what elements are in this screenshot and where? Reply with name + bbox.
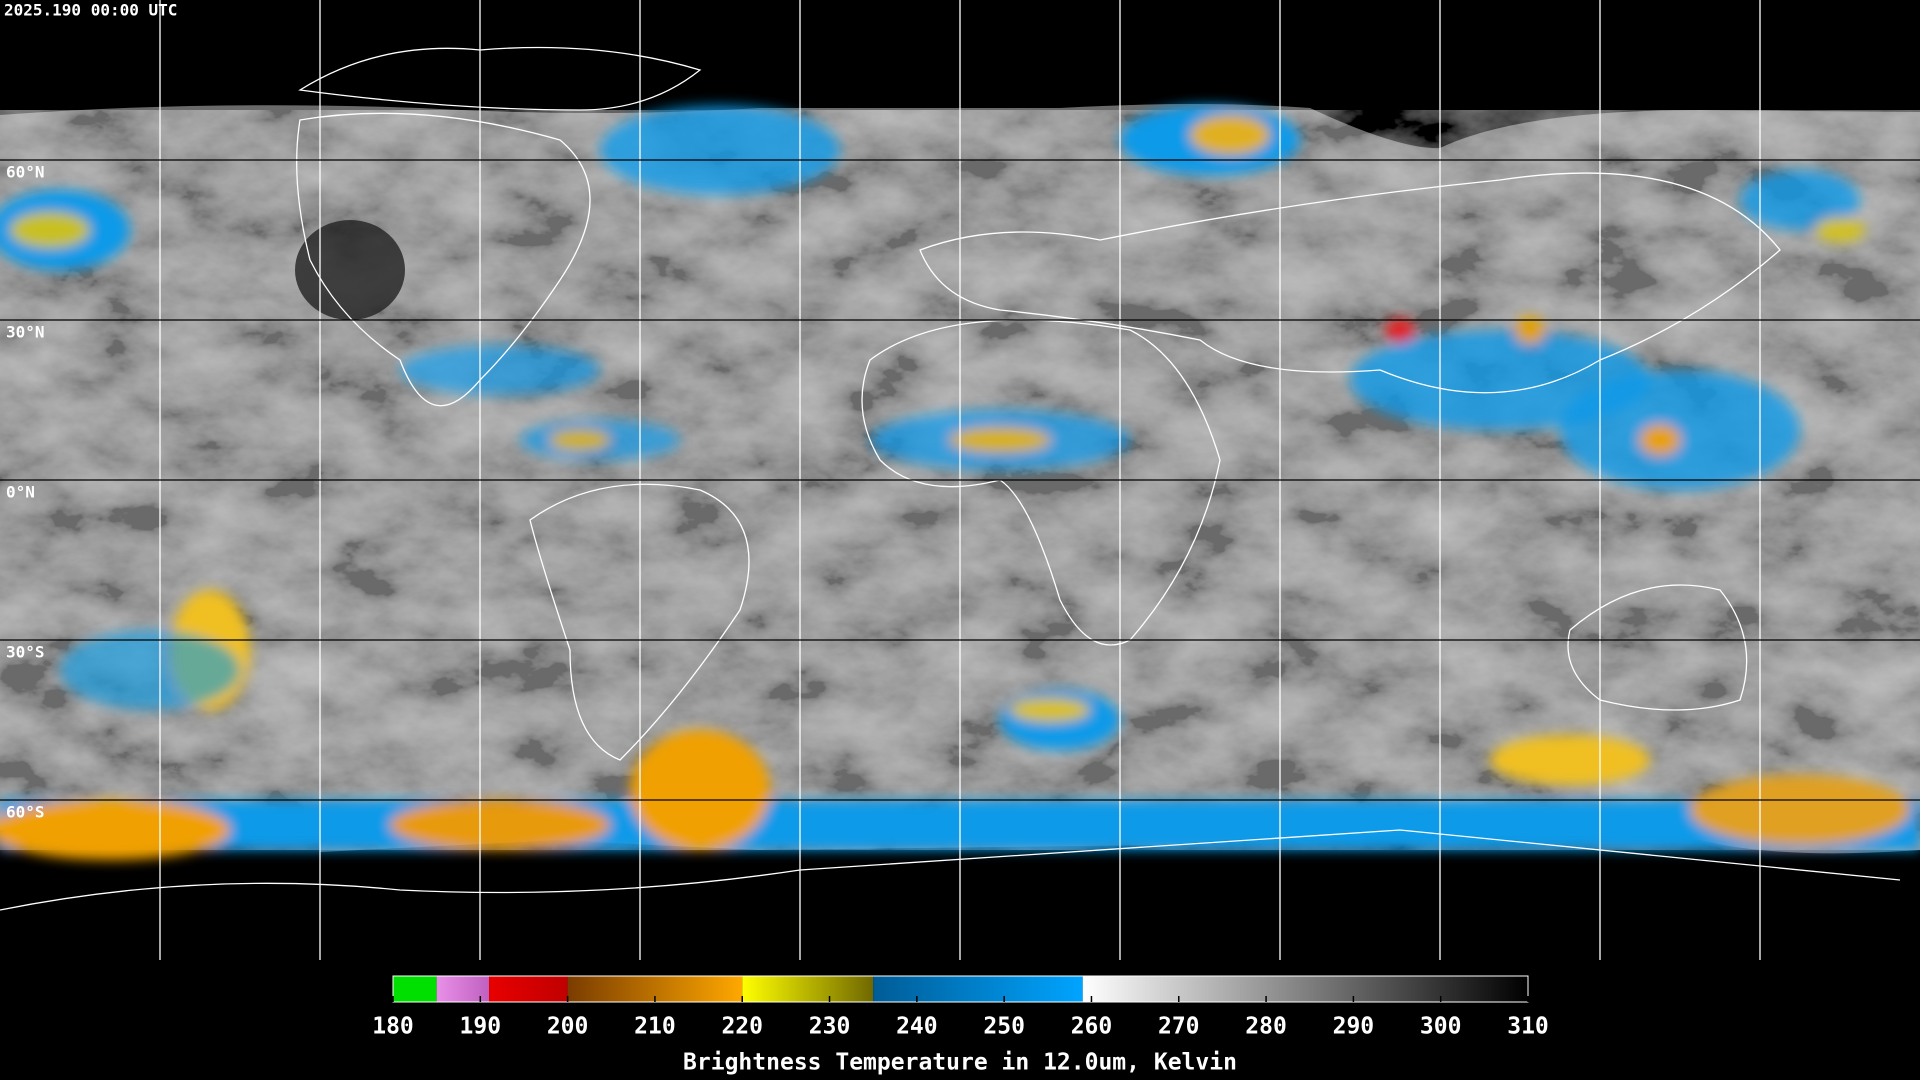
colorbar-tick-label: 220	[721, 1014, 763, 1040]
colorbar-segment	[489, 976, 568, 1002]
colorbar-tick-label: 250	[983, 1014, 1025, 1040]
colorbar-tick-label: 230	[809, 1014, 851, 1040]
latitude-label: 60°N	[6, 163, 45, 182]
colorbar-tick-label: 240	[896, 1014, 938, 1040]
graticule: 60°N 30°N 0°N 30°S 60°S	[6, 0, 1761, 960]
colorbar-tick-label: 270	[1158, 1014, 1200, 1040]
colorbar-segment	[742, 976, 874, 1002]
colorbar-tick-label: 180	[372, 1014, 414, 1040]
colorbar-tick-label: 300	[1420, 1014, 1462, 1040]
colorbar-label: Brightness Temperature in 12.0um, Kelvin	[683, 1050, 1237, 1076]
colorbar-frame	[392, 975, 1529, 1003]
colorbar-segment	[436, 976, 490, 1002]
colorbar-tick-label: 190	[460, 1014, 502, 1040]
colorbar-tick-label: 210	[634, 1014, 676, 1040]
colorbar-tick-label: 280	[1245, 1014, 1287, 1040]
colorbar-segment	[393, 976, 437, 1002]
latitude-label: 60°S	[6, 803, 45, 822]
colorbar-tick-label: 310	[1507, 1014, 1549, 1040]
colorbar-tick-label: 260	[1071, 1014, 1113, 1040]
colorbar-tick-label: 290	[1333, 1014, 1375, 1040]
colorbar-tick-label: 200	[547, 1014, 589, 1040]
timestamp: 2025.190 00:00 UTC	[4, 1, 177, 20]
latitude-label: 0°N	[6, 483, 35, 502]
dark-clear-region	[295, 220, 405, 320]
colorbar: 180 190 200 210 220 230 240 250 260 270 280 290 300 3…	[372, 975, 1549, 1040]
latitude-label: 30°N	[6, 323, 45, 342]
colorbar-segment	[1082, 976, 1528, 1002]
latitude-label: 30°S	[6, 643, 45, 662]
colorbar-segment	[873, 976, 1083, 1002]
